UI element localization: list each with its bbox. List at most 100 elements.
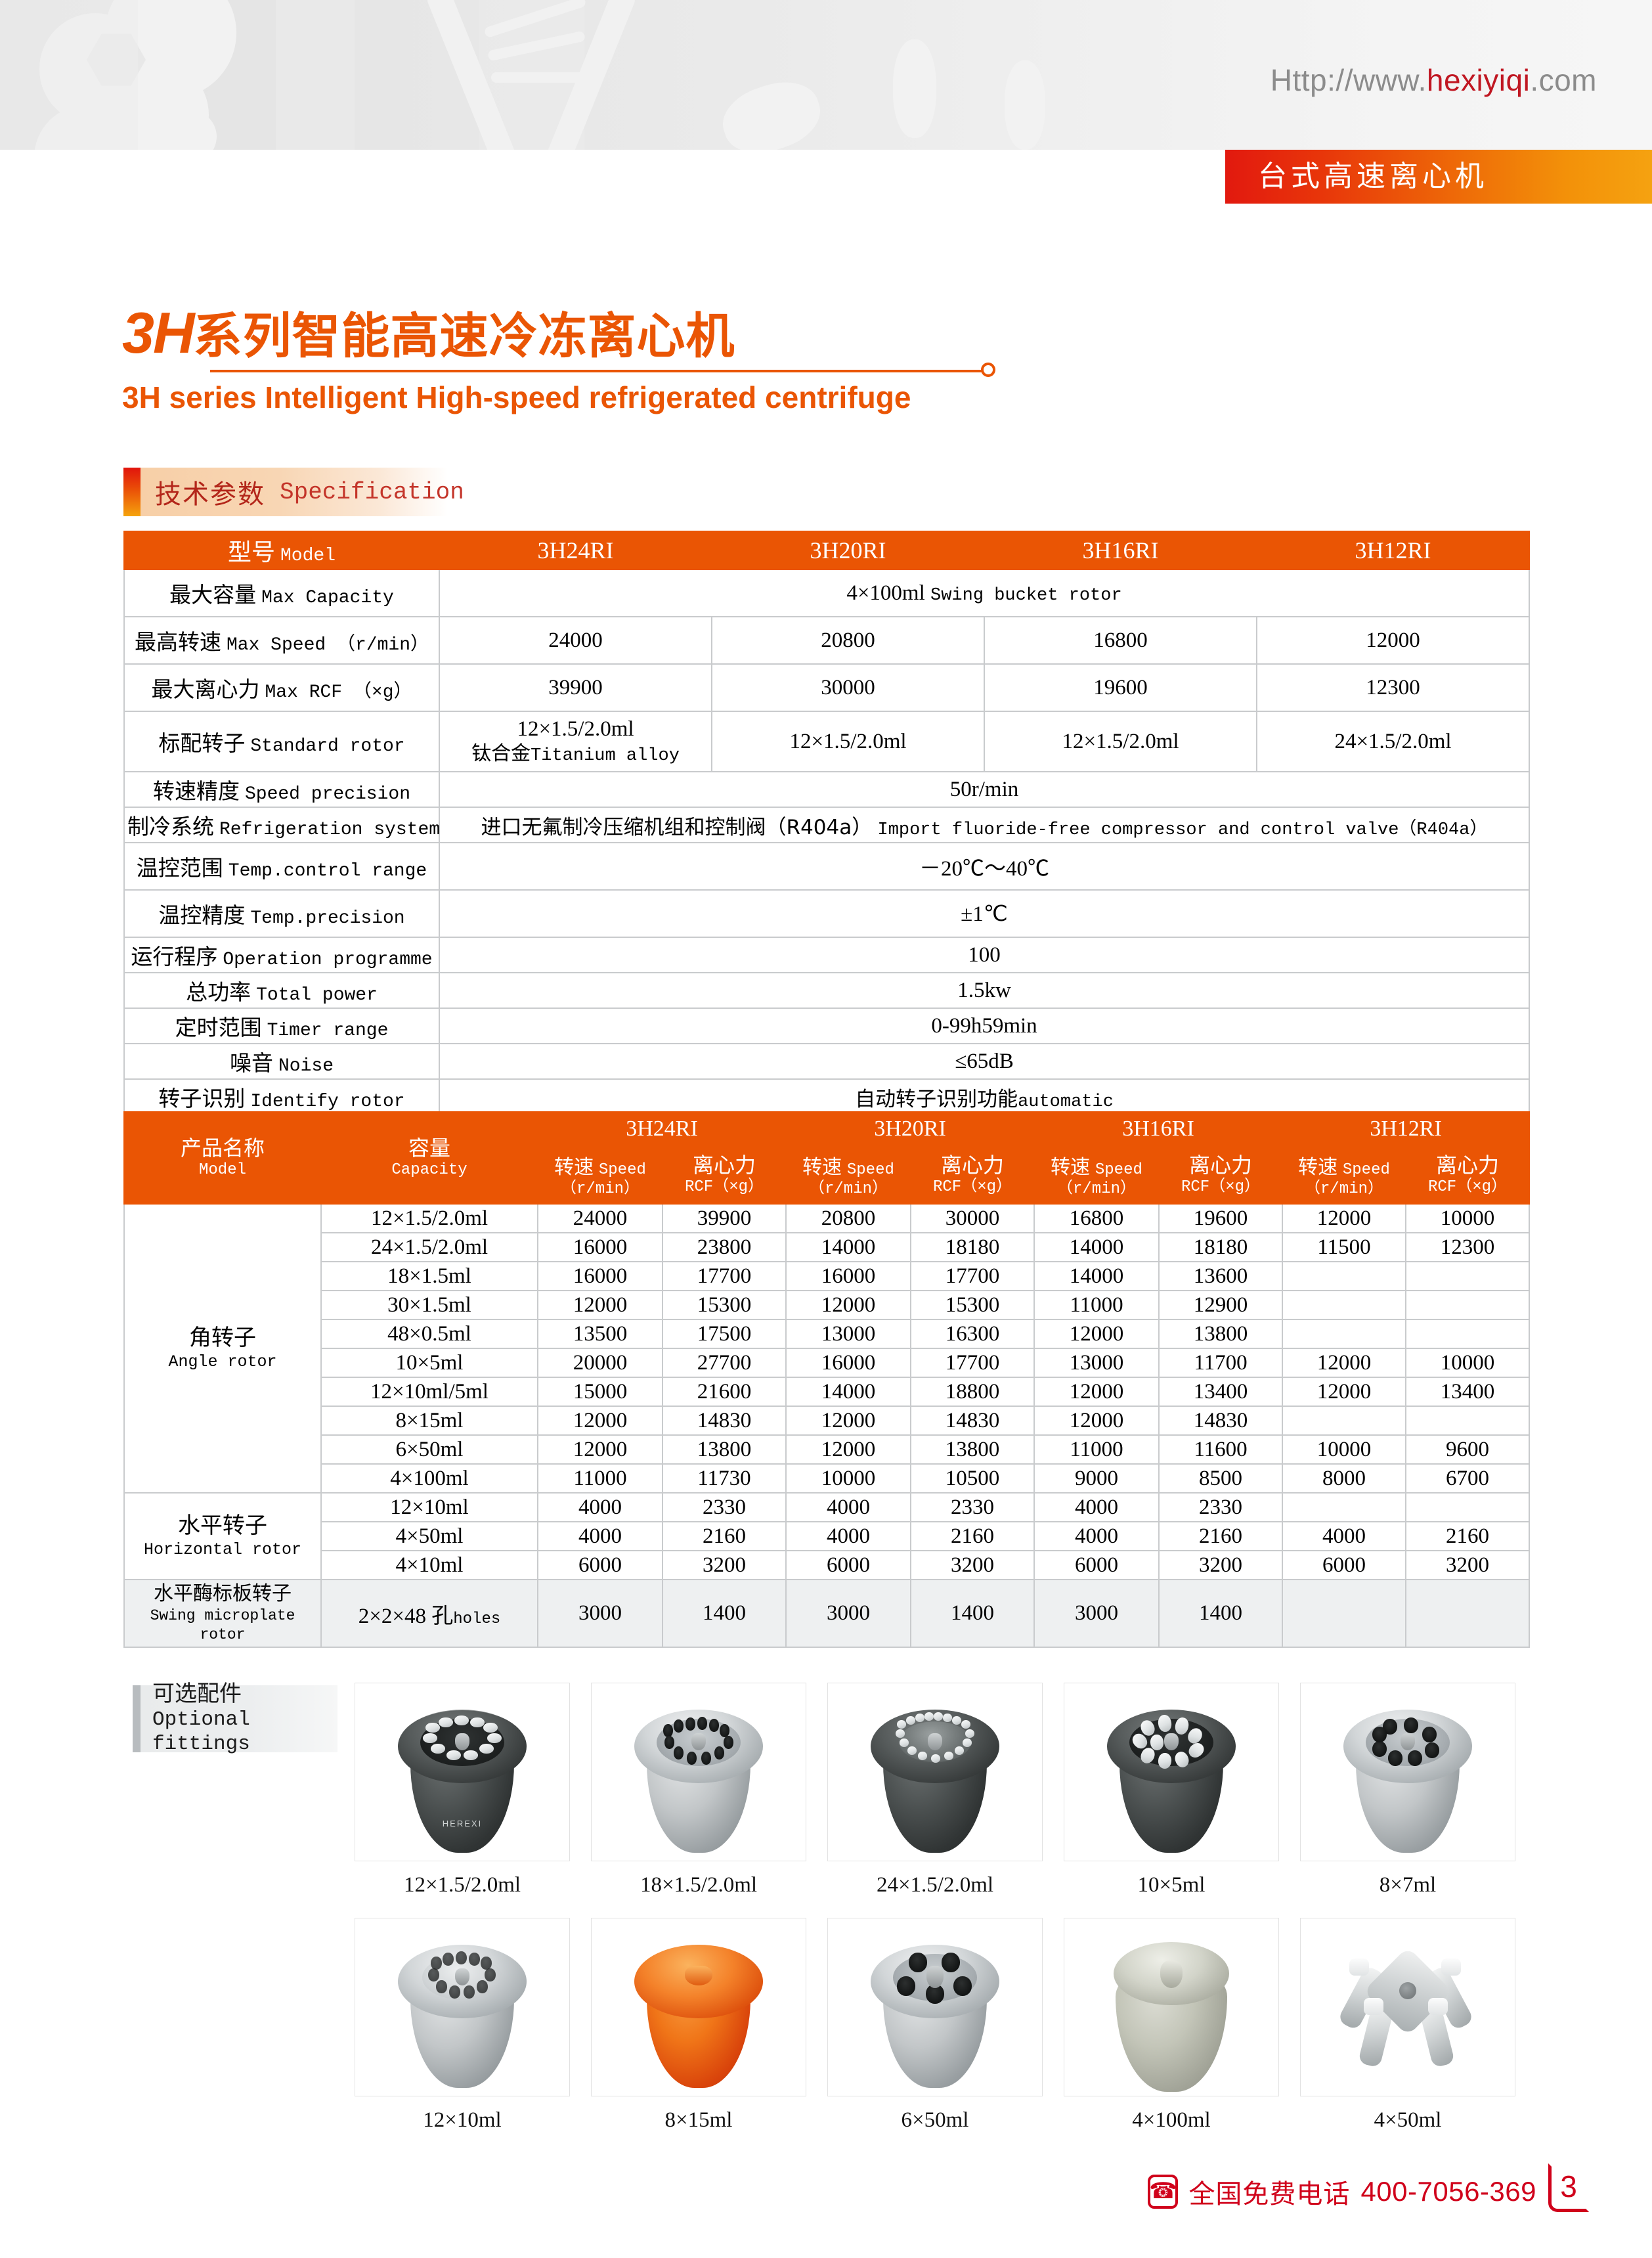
rotor-hole [1408, 1750, 1422, 1766]
rotor-group-swing-microplate: 水平酶标板转子 Swing microplate rotor [123, 1578, 322, 1649]
label-en: Total power [256, 985, 378, 1006]
fitting-item[interactable]: 12×10ml [355, 1918, 570, 2133]
rotor-cell: 10500 [910, 1463, 1035, 1494]
sample-tube [479, 1744, 494, 1754]
sample-tube [439, 1717, 453, 1727]
rotor-cell: 13800 [662, 1434, 787, 1465]
url-suffix: .com [1530, 63, 1597, 97]
sample-tube [907, 1746, 917, 1755]
rotor-cell: 13800 [1158, 1319, 1283, 1349]
sample-tube [943, 1714, 952, 1722]
fitting-item[interactable]: 18×1.5/2.0ml [591, 1683, 806, 1897]
rotor-subheader-rcf-3: 离心力 RCF（×g） [1405, 1145, 1530, 1205]
rotor-hole [709, 1719, 719, 1732]
sample-tube [963, 1738, 972, 1747]
fitting-item[interactable]: 10×5ml [1064, 1683, 1279, 1897]
table-row: 24×1.5/2.0ml 16000 23800 14000 18180 140… [124, 1232, 1530, 1262]
rotor-hole [1383, 1719, 1397, 1735]
rotor-cell: 39900 [662, 1203, 787, 1233]
sub-speed-unit: （r/min） [808, 1180, 888, 1198]
rotor-cell: 18180 [1158, 1232, 1283, 1262]
rotor-cell: 17700 [910, 1261, 1035, 1291]
rotor-hole [942, 1953, 960, 1972]
rotor-hole [697, 1717, 707, 1730]
rotor-cell [1405, 1406, 1530, 1436]
dna-rung-icon [491, 72, 587, 83]
rotor-cell: 12900 [1158, 1290, 1283, 1320]
rotor-hole [674, 1746, 684, 1760]
rotor-capacity: 6×50ml [320, 1434, 538, 1465]
spec-label-max-speed: 最高转速 Max Speed （r/min） [123, 616, 440, 665]
rotor-cell: 4000 [537, 1492, 663, 1522]
fitting-item[interactable]: HEREXI 12×1.5/2.0ml [355, 1683, 570, 1897]
rotor-hole [436, 1980, 447, 1993]
group-name-en: Angle rotor [168, 1352, 277, 1371]
spec-value-temp-control-range: －20℃～40℃ [439, 842, 1530, 891]
label-cn: 转子识别 [158, 1086, 246, 1111]
rotor-cell: 13400 [1158, 1377, 1283, 1407]
sample-tube [955, 1746, 964, 1755]
rotor-group-angle: 角转子 Angle rotor [123, 1203, 322, 1494]
spec-value-max-capacity: 4×100ml Swing bucket rotor [439, 569, 1530, 617]
rotor-cell [1282, 1492, 1406, 1522]
label-en: Max Speed （r/min） [226, 635, 429, 655]
rotor-cell: 27700 [662, 1348, 787, 1378]
group-name-cn: 水平转子 [178, 1512, 267, 1539]
rotor-hole [1372, 1741, 1387, 1757]
sub-rcf-cn: 离心力 [1188, 1152, 1252, 1178]
spec-value: 30000 [711, 663, 985, 712]
rotor-hole [485, 1968, 496, 1981]
spec-value: 19600 [984, 663, 1257, 712]
fitting-item[interactable]: 24×1.5/2.0ml [827, 1683, 1043, 1897]
fitting-item[interactable]: 8×15ml [591, 1918, 806, 2133]
fitting-item[interactable]: 4×100ml [1064, 1918, 1279, 2133]
rotor-hole [724, 1736, 733, 1749]
fitting-item[interactable]: 4×50ml [1300, 1918, 1515, 2133]
rotor-cell: 14000 [1033, 1232, 1160, 1262]
sub-speed-en: Speed [1095, 1161, 1142, 1179]
table-row: 定时范围 Timer range 0-99h59min [123, 1007, 1530, 1044]
website-url[interactable]: Http://www.hexiyiqi.com [1271, 62, 1597, 98]
rotor-hole [449, 1985, 460, 1999]
sub-rcf-cn: 离心力 [1435, 1152, 1499, 1178]
rotor-cell: 20800 [785, 1203, 911, 1233]
page-number: 3 [1560, 2169, 1577, 2203]
table-row: 噪音 Noise ≤65dB [123, 1043, 1530, 1080]
rotor-hole [481, 1957, 492, 1970]
table-row: 最高转速 Max Speed （r/min） 24000 20800 16800 … [123, 616, 1530, 665]
hotline-number: 400-7056-369 [1360, 2176, 1536, 2207]
fitting-item[interactable]: 8×7ml [1300, 1683, 1515, 1897]
rotor-header-model: 产品名称 Model [123, 1111, 322, 1205]
rotor-header-row-1: 产品名称 Model 容量 Capacity 3H24RI 3H20RI 3H1… [123, 1111, 1530, 1205]
label-cn: 温控范围 [136, 855, 223, 881]
label-cn: 最大容量 [169, 582, 257, 608]
sub-rcf-en: RCF（×g） [932, 1178, 1012, 1197]
spec-label-timer-range: 定时范围 Timer range [123, 1007, 440, 1044]
rotor-cell: 13000 [785, 1319, 911, 1349]
rotor-cell: 11000 [1033, 1290, 1160, 1320]
rotor-cell [1282, 1406, 1406, 1436]
spec-value-temp-precision: ±1℃ [439, 889, 1530, 938]
rotor-cell [1405, 1578, 1530, 1649]
rotor-cell: 4000 [785, 1521, 911, 1551]
rotor-capacity: 10×5ml [320, 1348, 538, 1378]
page-title-en: 3H series Intelligent High-speed refrige… [122, 380, 911, 414]
rotor-brand-mark: HEREXI [442, 1819, 483, 1828]
sample-tube [934, 1712, 943, 1721]
sample-tube [900, 1738, 909, 1747]
rotor-header-model-2: 3H16RI [1033, 1111, 1283, 1147]
rotor-cell: 9600 [1405, 1434, 1530, 1465]
rotor-cell: 16000 [785, 1348, 911, 1378]
category-banner-label: 台式高速离心机 [1258, 160, 1488, 193]
rotor-cell: 12000 [1033, 1377, 1160, 1407]
label-cn: 制冷系统 [127, 814, 214, 839]
sample-tube [464, 1750, 478, 1760]
section-label-cn: 技术参数 [155, 479, 265, 510]
label-cn: 转速精度 [152, 778, 240, 804]
fitting-item[interactable]: 6×50ml [827, 1918, 1043, 2133]
rotor-image-18x15 [591, 1683, 806, 1861]
rotor-cell: 12000 [1282, 1377, 1406, 1407]
rotor-cell: 17700 [662, 1261, 787, 1291]
table-row: 4×100ml 11000 11730 10000 10500 9000 850… [124, 1463, 1530, 1494]
sub-speed-en: Speed [1342, 1161, 1390, 1179]
